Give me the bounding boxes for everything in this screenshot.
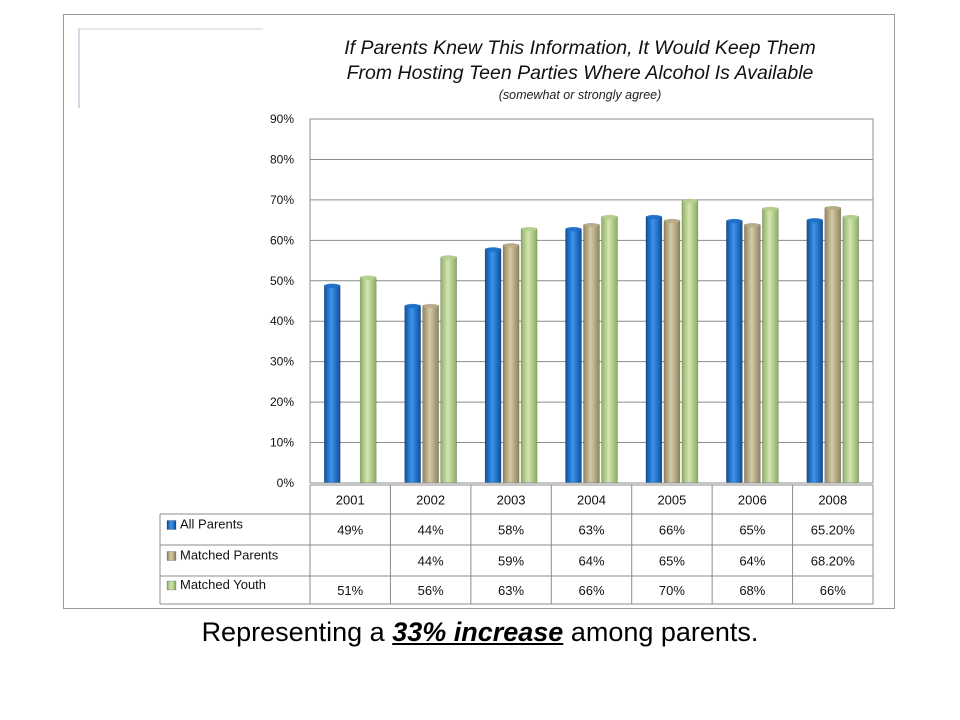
caption-emphasis: 33% increase <box>392 617 564 647</box>
data-table-cell: 66% <box>578 583 604 598</box>
y-tick-label: 0% <box>277 476 295 490</box>
bar-cap <box>405 303 421 309</box>
bar-all-parents-2001 <box>323 284 341 484</box>
bar-cap <box>485 247 501 252</box>
data-table-cell: 56% <box>418 583 444 598</box>
data-table-cell: 66% <box>820 583 846 598</box>
bar-matched-youth-2006 <box>762 207 779 484</box>
data-table-cell: 66% <box>659 523 685 538</box>
bar-cap <box>807 218 823 223</box>
bar-matched-youth-2008 <box>842 215 860 484</box>
data-table-cell: 59% <box>498 554 524 569</box>
data-table-cell: 65% <box>659 554 685 569</box>
x-category-label: 2001 <box>336 493 365 508</box>
bar-cap <box>521 227 537 232</box>
data-table-cell: 64% <box>578 554 604 569</box>
bar-cap <box>825 205 841 211</box>
bar-cap <box>664 218 680 224</box>
x-category-label: 2004 <box>577 493 606 508</box>
caption: Representing a 33% increase among parent… <box>0 617 960 648</box>
data-table-cell: 63% <box>578 523 604 538</box>
bar-cap <box>584 222 599 228</box>
bar-matched-youth-2002 <box>440 256 457 484</box>
bar-matched-parents-2006 <box>744 223 761 484</box>
bar-cap <box>682 198 698 204</box>
y-tick-label: 80% <box>270 152 294 166</box>
legend-entry: Matched Youth <box>180 577 266 592</box>
data-table-cell: 49% <box>337 523 363 538</box>
data-table-cell: 68.20% <box>811 554 856 569</box>
legend-entry: Matched Parents <box>180 548 279 563</box>
bar-all-parents-2008 <box>806 219 824 484</box>
data-table-cell: 68% <box>739 583 765 598</box>
chart-subtitle: (somewhat or strongly agree) <box>498 88 662 102</box>
y-tick-label: 20% <box>270 395 294 409</box>
bar-matched-youth-2003 <box>520 227 538 484</box>
x-category-label: 2008 <box>818 493 847 508</box>
chart-title-line-2: From Hosting Teen Parties Where Alcohol … <box>346 62 814 84</box>
bar-cap <box>423 303 439 309</box>
decorative-corner-box <box>78 28 263 108</box>
bar-all-parents-2005 <box>645 215 663 484</box>
x-category-label: 2003 <box>497 493 526 508</box>
data-table-cell: 65.20% <box>811 523 856 538</box>
caption-suffix: among parents. <box>563 617 759 647</box>
bar-cap <box>762 206 778 212</box>
data-table-cell: 63% <box>498 583 524 598</box>
data-table-cell: 64% <box>739 554 765 569</box>
data-table-cell: 51% <box>337 583 363 598</box>
bar-cap <box>324 283 340 289</box>
bar-matched-parents-2003 <box>502 244 520 484</box>
y-tick-label: 40% <box>270 314 294 328</box>
y-tick-label: 70% <box>270 193 294 207</box>
caption-prefix: Representing a <box>201 617 393 647</box>
y-tick-label: 10% <box>270 436 294 450</box>
bar-matched-parents-2005 <box>663 219 681 484</box>
plot-area-border <box>309 118 874 484</box>
bar-cap <box>566 227 581 232</box>
x-category-label: 2005 <box>657 493 686 508</box>
y-tick-label: 60% <box>270 233 294 247</box>
bar-cap <box>602 214 617 220</box>
bar-cap <box>843 214 859 220</box>
bar-cap <box>646 214 662 220</box>
bar-all-parents-2002 <box>404 304 421 484</box>
data-table-cell: 44% <box>418 523 444 538</box>
data-table-cell: 58% <box>498 523 524 538</box>
bar-cap <box>744 222 760 228</box>
chart-title-line-1: If Parents Knew This Information, It Wou… <box>344 37 816 59</box>
x-category-label: 2002 <box>416 493 445 508</box>
legend-entry: All Parents <box>180 517 243 532</box>
bar-matched-youth-2004 <box>601 215 618 484</box>
bar-cap <box>726 218 742 224</box>
bar-matched-parents-2008 <box>824 206 842 484</box>
bar-cap <box>360 275 376 280</box>
bar-matched-parents-2002 <box>422 304 439 484</box>
y-tick-label: 50% <box>270 274 294 288</box>
y-tick-label: 30% <box>270 355 294 369</box>
bar-all-parents-2003 <box>484 248 502 484</box>
legend-swatch <box>166 551 177 561</box>
data-table-cell: 70% <box>659 583 685 598</box>
bar-all-parents-2006 <box>726 219 743 484</box>
bar-matched-youth-2005 <box>681 199 699 484</box>
y-tick-label: 90% <box>270 112 294 126</box>
bar-matched-parents-2004 <box>583 223 600 484</box>
bar-all-parents-2004 <box>565 227 582 484</box>
data-table-cell: 65% <box>739 523 765 538</box>
x-category-label: 2006 <box>738 493 767 508</box>
legend-swatch <box>166 520 177 530</box>
bar-cap <box>503 243 519 248</box>
data-table-cell: 44% <box>418 554 444 569</box>
bar-cap <box>441 255 457 260</box>
bar-matched-youth-2001 <box>359 276 377 484</box>
legend-swatch <box>166 580 177 591</box>
